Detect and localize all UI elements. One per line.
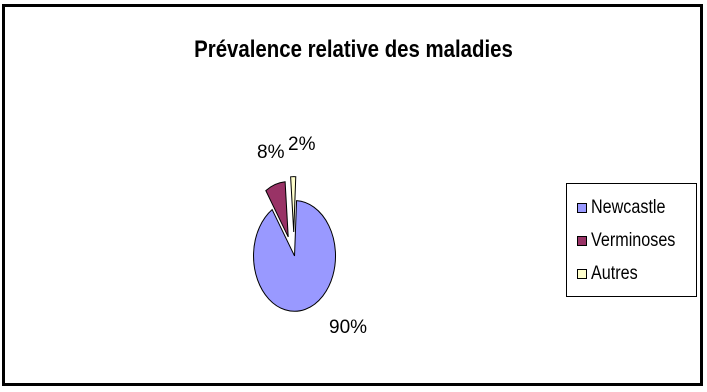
- legend-label-verminoses: Verminoses: [591, 230, 676, 251]
- legend-swatch-autres: [577, 269, 587, 279]
- legend-item-verminoses: Verminoses: [577, 227, 690, 255]
- legend-item-newcastle: Newcastle: [577, 194, 679, 222]
- slice-newcastle: [253, 200, 337, 312]
- data-label-newcastle: 90%: [329, 317, 367, 338]
- legend-label-autres: Autres: [591, 263, 638, 284]
- data-label-autres: 2%: [288, 134, 316, 155]
- legend-item-autres: Autres: [577, 260, 646, 288]
- chart-title: Prévalence relative des maladies: [194, 36, 513, 63]
- legend-swatch-verminoses: [577, 236, 587, 246]
- slice-verminoses: [265, 181, 289, 238]
- slice-autres: [290, 176, 297, 233]
- legend-swatch-newcastle: [577, 203, 587, 213]
- data-label-verminoses: 8%: [257, 142, 285, 163]
- legend-label-newcastle: Newcastle: [591, 197, 666, 218]
- chart-legend: Newcastle Verminoses Autres: [566, 183, 697, 297]
